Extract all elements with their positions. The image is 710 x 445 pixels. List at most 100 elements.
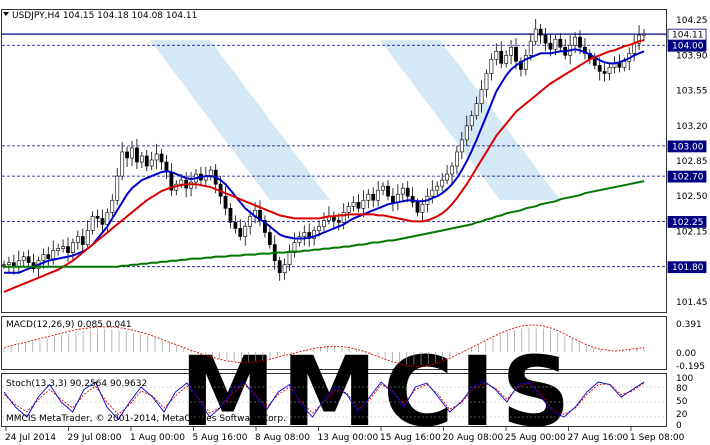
stoch-panel[interactable]	[1, 373, 667, 427]
moving-averages	[3, 39, 645, 293]
candle-body	[341, 212, 346, 223]
stoch-axis-50: 50	[676, 397, 688, 407]
candle-body	[617, 63, 622, 68]
candle-body	[154, 153, 159, 161]
price-tick-label: 104.25	[676, 16, 708, 26]
candle-body	[100, 218, 105, 225]
chart-header: USDJPY,H4 104.15 104.18 104.08 104.11	[12, 11, 197, 21]
level-badge	[667, 215, 707, 228]
candle-body	[533, 28, 538, 42]
level-badge	[667, 39, 707, 52]
price-tick-label: 101.45	[676, 298, 708, 308]
price-tick-label: 102.50	[676, 192, 708, 202]
stoch-axis-100: 100	[676, 374, 693, 384]
price-axis[interactable]: 104.25 103.90 103.55 103.20 102.85 102.50 102.…	[676, 16, 708, 308]
candle-body	[366, 193, 371, 201]
candle-body	[75, 236, 80, 243]
time-tick-label: 5 Aug 16:00	[193, 433, 248, 443]
stoch-axis-0: 0	[676, 421, 682, 431]
time-axis[interactable]: 24 Jul 2014 29 Jul 08:00 1 Aug 00:00 5 Aug …	[5, 427, 685, 443]
candle-body	[297, 236, 302, 243]
level-badge-label: 102.25	[672, 218, 704, 228]
candle-body	[391, 195, 395, 203]
candle-body	[120, 151, 125, 177]
macd-panel[interactable]	[1, 316, 667, 370]
macd-histogram	[3, 324, 645, 367]
candle-body	[494, 50, 499, 60]
candle-body	[415, 201, 420, 213]
candle-body	[61, 246, 65, 249]
time-tick-label: 15 Aug 16:00	[380, 433, 441, 443]
price-tick-label: 103.20	[676, 122, 708, 132]
level-badge-label: 103.00	[672, 142, 704, 152]
candle-body	[51, 250, 56, 259]
candle-body	[90, 216, 95, 231]
candle-body	[430, 189, 435, 197]
candle-body	[455, 151, 459, 167]
candle-body	[543, 34, 548, 44]
candle-body	[361, 199, 366, 209]
main-panel[interactable]	[1, 9, 667, 313]
candle-body	[282, 264, 287, 274]
candle-body	[504, 54, 509, 64]
candle-body	[322, 220, 326, 227]
candle-body	[302, 232, 307, 237]
time-tick-label: 20 Aug 08:00	[443, 433, 504, 443]
time-tick-label: 29 Jul 08:00	[68, 433, 122, 443]
candle-body	[125, 151, 129, 159]
candle-body	[179, 179, 184, 185]
candle-body	[149, 159, 154, 167]
candles	[2, 19, 646, 281]
level-badge	[667, 170, 707, 183]
collapse-triangle-icon[interactable]	[3, 12, 9, 16]
candle-body	[440, 179, 445, 187]
time-tick-label: 1 Sep 08:00	[630, 433, 685, 443]
level-badge-label: 104.00	[672, 42, 704, 52]
candle-body	[312, 230, 317, 239]
macd-header: MACD(12,26,9) 0.085 0.041	[6, 320, 132, 330]
candle-body	[336, 220, 341, 223]
candle-body	[386, 185, 390, 197]
price-tick-label: 102.85	[676, 157, 708, 167]
macd-signal-line	[3, 324, 645, 367]
ma-line-1	[3, 39, 645, 293]
time-tick-label: 8 Aug 08:00	[255, 433, 310, 443]
candle-body	[41, 254, 46, 261]
ma-line-0	[4, 48, 645, 274]
candle-body	[356, 201, 361, 209]
candle-body	[71, 242, 75, 253]
candle-body	[459, 139, 464, 153]
candle-body	[95, 216, 100, 219]
candle-body	[484, 73, 489, 90]
candle-body	[115, 175, 120, 201]
candle-body	[622, 61, 627, 68]
candle-body	[376, 189, 381, 201]
candle-body	[85, 230, 90, 245]
candle-body	[110, 199, 115, 213]
candle-body	[523, 54, 528, 70]
candle-body	[223, 195, 228, 209]
candle-body	[573, 36, 577, 46]
level-badge-label: 102.70	[672, 173, 704, 183]
copyright-text: MMCIS MetaTrader, © 2001-2014, MetaQuote…	[6, 414, 286, 424]
stoch-signal-line	[3, 382, 645, 416]
candle-body	[292, 242, 297, 253]
candle-body	[538, 28, 543, 36]
candle-body	[410, 195, 415, 203]
candle-body	[228, 208, 233, 223]
time-tick-label: 24 Jul 2014	[5, 433, 56, 443]
candle-body	[139, 155, 144, 163]
macd-axis-zero: 0.00	[676, 349, 696, 359]
candle-body	[346, 206, 351, 213]
candle-body	[277, 260, 282, 274]
candle-body	[2, 264, 6, 266]
candle-body	[80, 236, 85, 245]
candle-body	[578, 36, 582, 48]
price-tick-label: 102.15	[676, 227, 708, 237]
candle-body	[287, 252, 292, 265]
time-tick-label: 25 Aug 00:00	[505, 433, 566, 443]
candle-body	[479, 89, 484, 104]
candle-body	[21, 256, 26, 261]
